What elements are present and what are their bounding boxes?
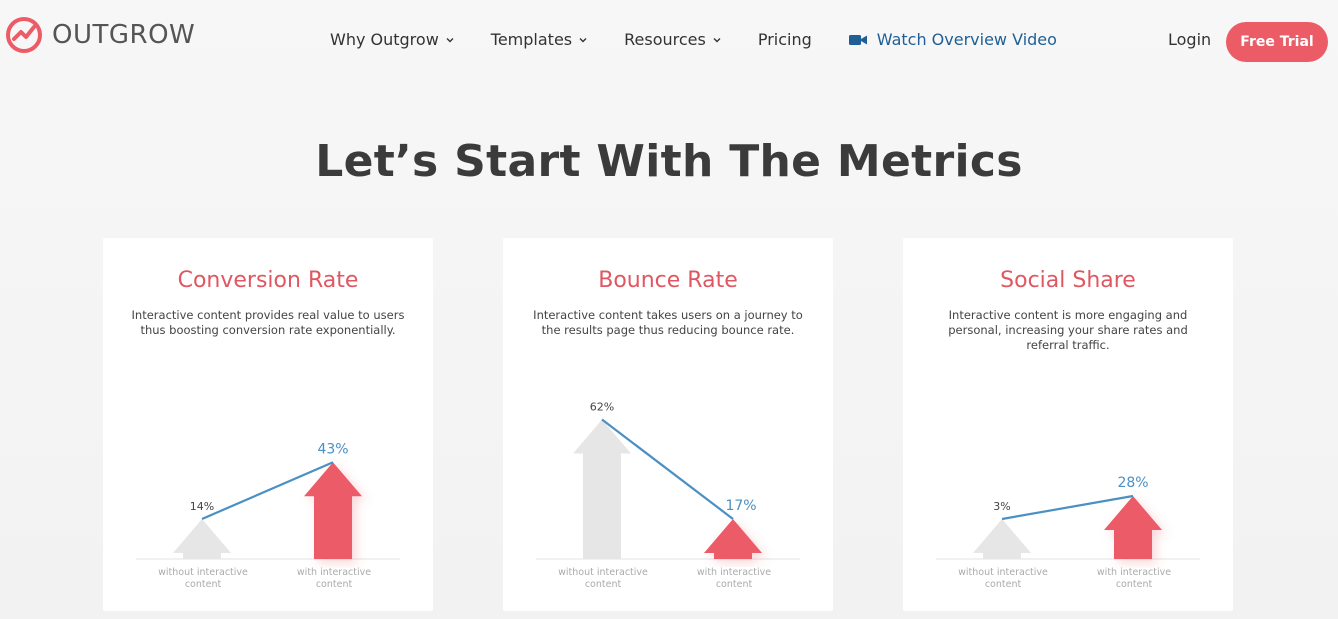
chevron-down-icon [713, 37, 721, 42]
chevron-down-icon [579, 37, 587, 42]
metric-chart: 62% 17% [536, 401, 800, 560]
metric-chart: 14% 43% [136, 441, 400, 560]
data-label: 3% [993, 500, 1010, 513]
trend-line [601, 418, 734, 520]
watch-video-label: Watch Overview Video [876, 30, 1057, 49]
nav-templates[interactable]: Templates [491, 30, 587, 49]
metric-chart: 3% 28% [936, 475, 1200, 560]
card-description: Interactive content provides real value … [131, 308, 405, 337]
data-label: 43% [317, 441, 348, 457]
nav-item-label: Resources [624, 30, 706, 49]
metric-card-social: Social Share Interactive content is more… [903, 238, 1233, 611]
outgrow-logo-icon [6, 17, 42, 53]
x-axis-label: without interactive content [558, 567, 648, 590]
nav-watch-video[interactable]: Watch Overview Video [848, 30, 1057, 49]
bar-without-interactive [173, 519, 231, 559]
x-axis-label: without interactive content [958, 567, 1048, 590]
metric-card-bounce: Bounce Rate Interactive content takes us… [503, 238, 833, 611]
nav-resources[interactable]: Resources [624, 30, 721, 49]
card-title: Conversion Rate [177, 268, 359, 293]
nav-pricing[interactable]: Pricing [758, 30, 812, 49]
site-header: OUTGROW Why Outgrow Templates Resources … [0, 0, 1338, 84]
card-title: Bounce Rate [598, 268, 738, 293]
card-description: Interactive content takes users on a jou… [533, 308, 803, 337]
bar-without-interactive [573, 419, 631, 559]
trend-line [201, 461, 334, 521]
page-title: Let’s Start With The Metrics [315, 136, 1023, 187]
metric-card-conversion: Conversion Rate Interactive content prov… [103, 238, 433, 611]
chevron-down-icon [446, 37, 454, 42]
free-trial-button[interactable]: Free Trial [1226, 22, 1328, 62]
x-axis-label: with interactive content [296, 567, 372, 590]
bar-with-interactive [1104, 496, 1162, 559]
brand-name: OUTGROW [52, 20, 196, 50]
data-label: 14% [190, 500, 214, 513]
nav-item-label: Pricing [757, 30, 812, 49]
bar-with-interactive [704, 519, 762, 559]
logo[interactable]: OUTGROW [4, 15, 195, 55]
nav-item-label: Templates [490, 30, 573, 49]
card-title: Social Share [1000, 268, 1136, 293]
bar-without-interactive [973, 519, 1031, 559]
nav-item-label: Why Outgrow [330, 30, 439, 49]
data-label: 17% [725, 498, 756, 514]
login-link[interactable]: Login [1168, 30, 1212, 49]
bar-with-interactive [304, 462, 362, 559]
main-nav: Why Outgrow Templates Resources Pricing … [330, 30, 1094, 49]
x-axis-label: with interactive content [696, 567, 772, 590]
data-label: 28% [1117, 475, 1148, 491]
nav-why-outgrow[interactable]: Why Outgrow [330, 30, 454, 49]
video-camera-icon [848, 34, 867, 45]
card-description: Interactive content is more engaging and… [948, 308, 1188, 352]
x-axis-label: without interactive content [158, 567, 248, 590]
trend-line [1001, 494, 1134, 521]
x-axis-label: with interactive content [1096, 567, 1172, 590]
data-label: 62% [590, 401, 614, 414]
